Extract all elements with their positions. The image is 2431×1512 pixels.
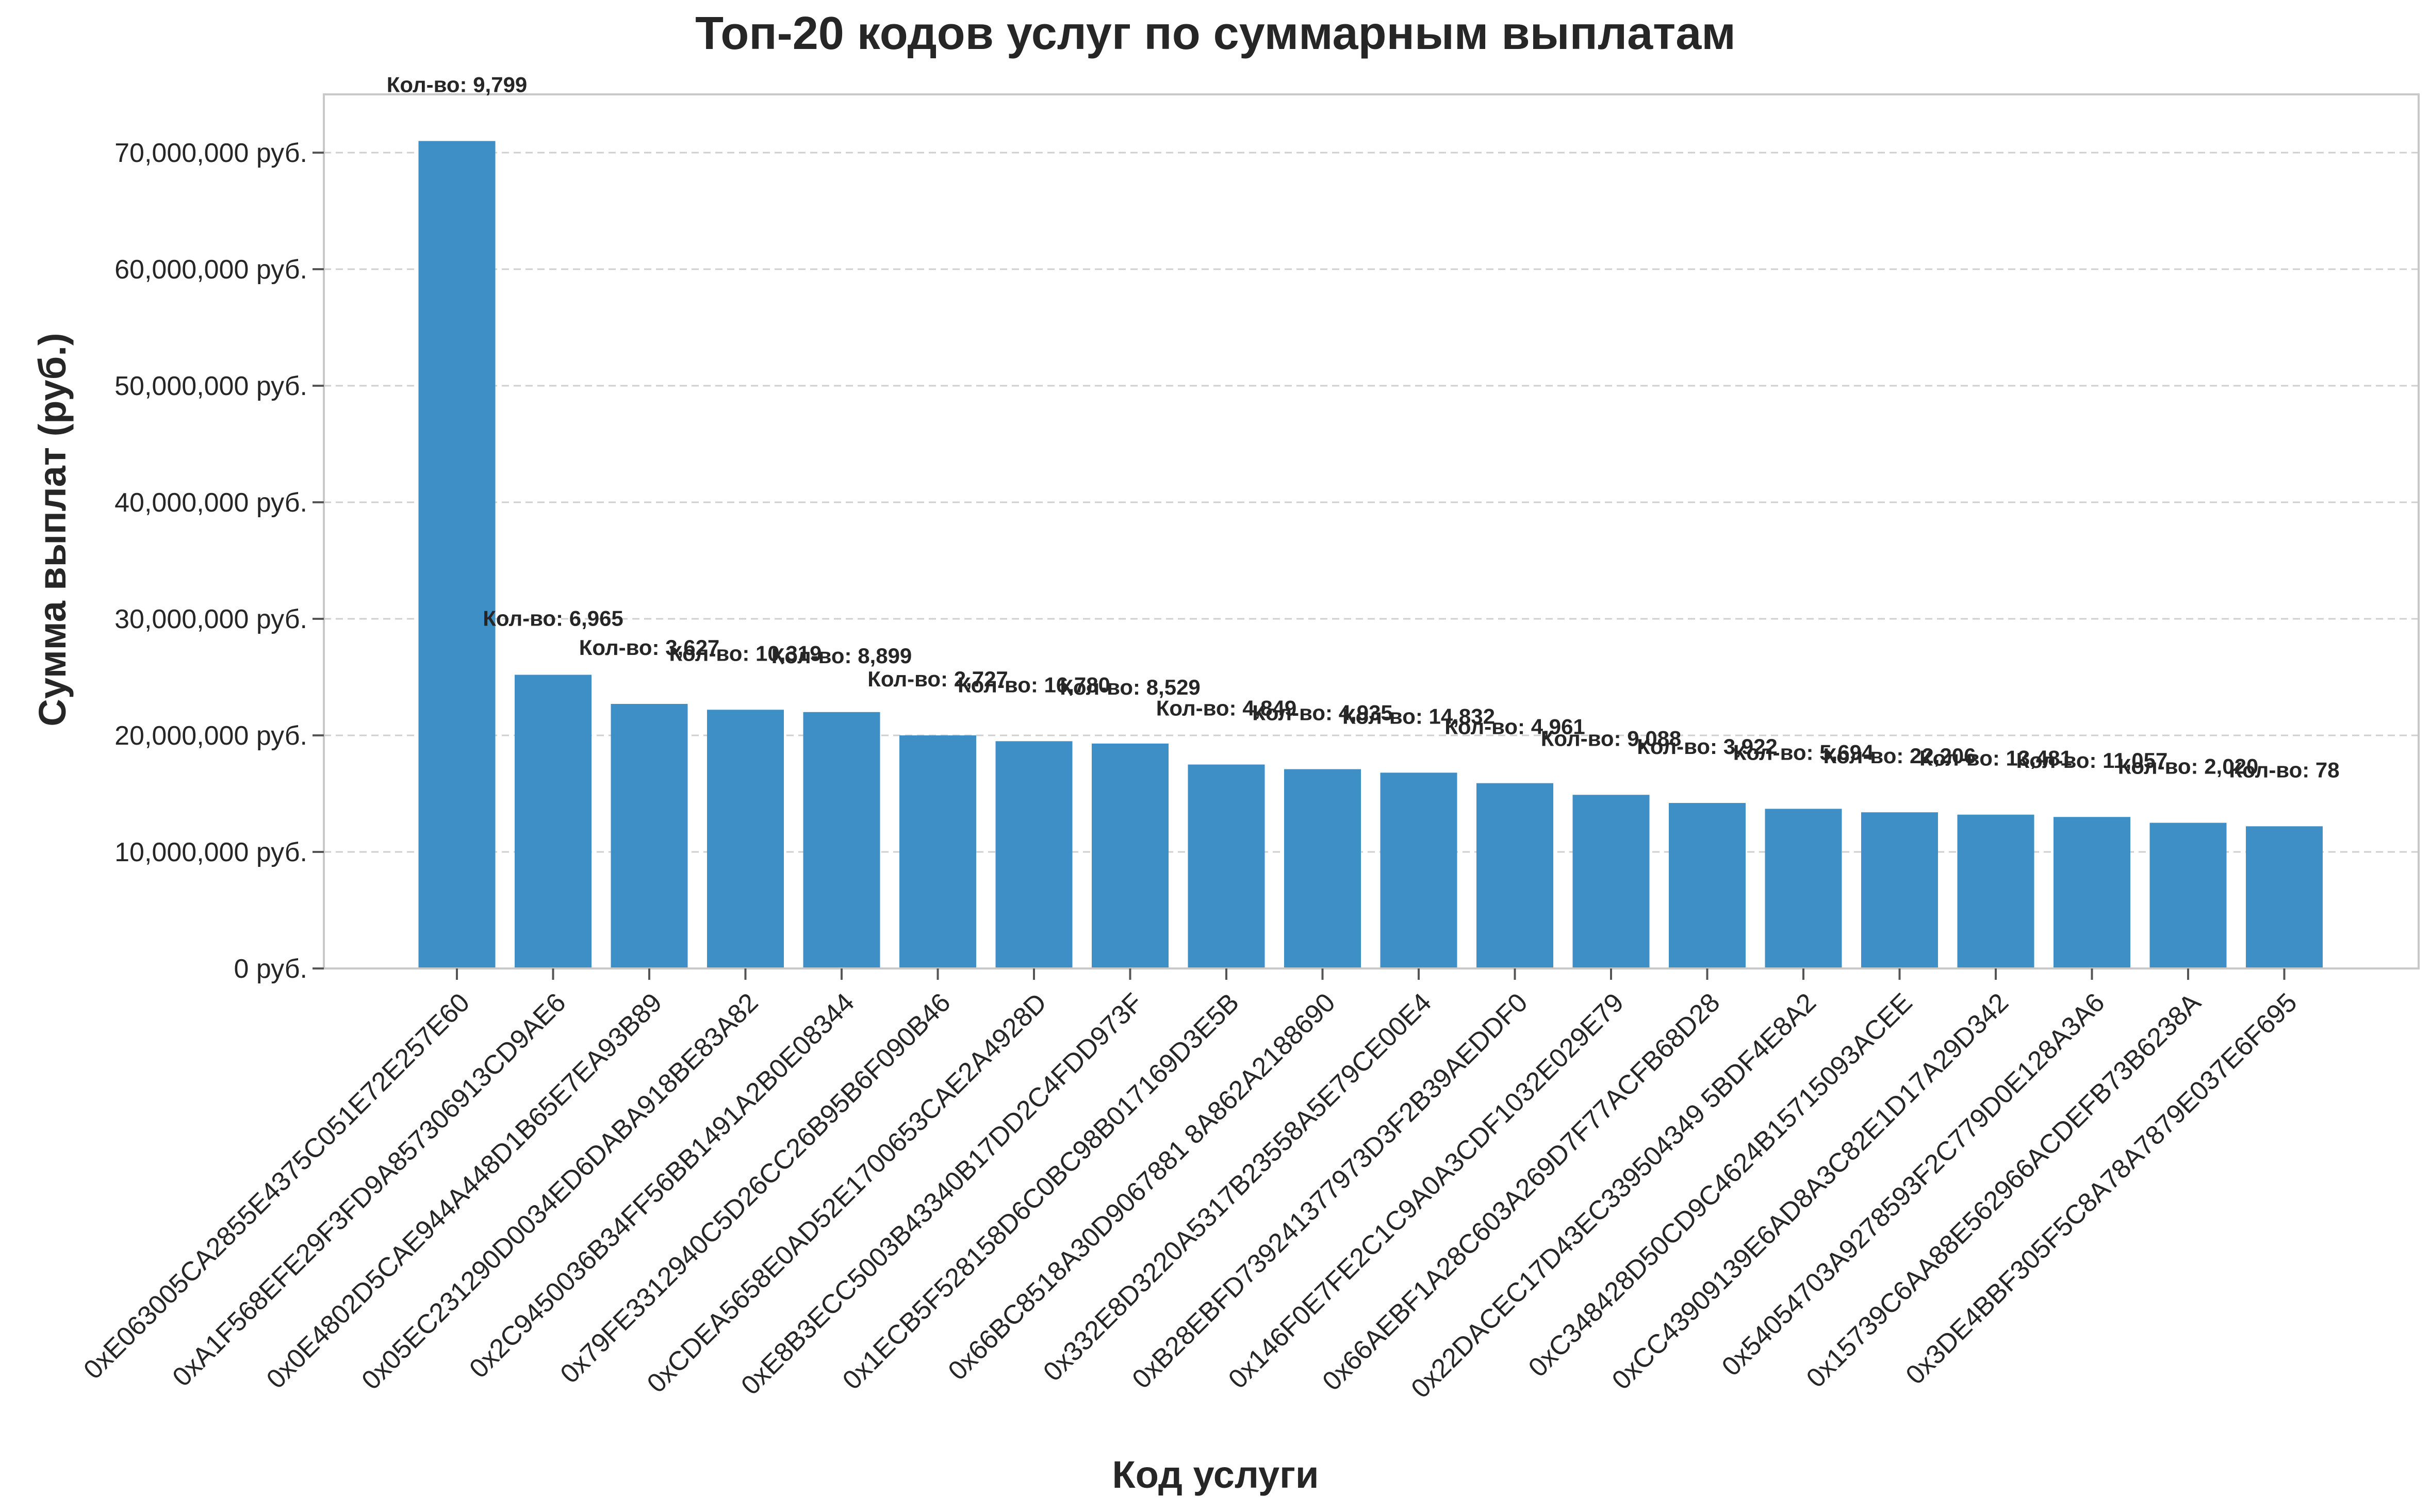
y-tick-label: 20,000,000 руб. [114, 721, 307, 751]
data-label: Кол-во: 5,694 [1733, 740, 1874, 764]
y-tick-label: 70,000,000 руб. [114, 138, 307, 168]
y-tick-label: 10,000,000 руб. [114, 837, 307, 867]
bar [899, 735, 976, 968]
bar [1765, 809, 1842, 968]
bar [418, 141, 496, 968]
bar [2246, 826, 2323, 968]
data-label: Кол-во: 13,481 [1919, 746, 2072, 770]
data-label: Кол-во: 3,627 [579, 635, 720, 660]
bar [611, 703, 688, 968]
data-label: Кол-во: 10,319 [669, 641, 822, 665]
data-label: Кол-во: 4,849 [1156, 696, 1297, 720]
bar [515, 675, 592, 968]
bar [1669, 803, 1746, 968]
data-label: Кол-во: 3,922 [1637, 734, 1778, 759]
data-label: Кол-во: 8,529 [1060, 675, 1201, 699]
data-label: Кол-во: 8,899 [771, 644, 912, 668]
y-tick-label: 60,000,000 руб. [114, 255, 307, 285]
data-label: Кол-во: 11,057 [2016, 748, 2168, 773]
data-label: Кол-во: 22,206 [1824, 744, 1976, 768]
bar [1572, 795, 1650, 968]
chart-title: Топ-20 кодов услуг по суммарным выплатам [695, 8, 1736, 59]
y-tick-label: 50,000,000 руб. [114, 371, 307, 401]
bar [1476, 783, 1553, 968]
data-label: Кол-во: 4,935 [1252, 701, 1393, 725]
y-tick-label: 40,000,000 руб. [114, 488, 307, 518]
bar [2054, 817, 2130, 968]
y-tick-label: 0 руб. [234, 954, 307, 984]
plot-frame [323, 93, 2420, 969]
bar [1188, 764, 1265, 968]
data-label: Кол-во: 6,965 [483, 606, 623, 630]
data-label: Кол-во: 9,088 [1541, 726, 1682, 750]
data-label: Кол-во: 78 [2229, 758, 2339, 782]
data-label: Кол-во: 16,780 [958, 672, 1110, 697]
data-label: Кол-во: 4,961 [1444, 715, 1585, 739]
data-label: Кол-во: 2,727 [867, 667, 1008, 691]
bar [1957, 814, 2034, 968]
x-axis: 0xE063005CA2855E4375C051E72E257E600xA1F5… [78, 968, 2303, 1404]
y-tick-label: 30,000,000 руб. [114, 604, 307, 634]
data-label: Кол-во: 9,799 [387, 72, 528, 96]
bar [707, 710, 784, 968]
bar [1284, 769, 1361, 968]
bar [2149, 823, 2227, 968]
data-label: Кол-во: 14,832 [1342, 704, 1495, 728]
bar [1092, 743, 1169, 968]
bar [1380, 773, 1457, 968]
bar [803, 712, 880, 968]
x-axis-label: Код услуги [1112, 1453, 1319, 1496]
data-label: Кол-во: 2,020 [2118, 754, 2259, 779]
bar [1861, 812, 1938, 968]
y-axis: 0 руб. 10,000,000 руб. 20,000,000 руб. 30,0… [114, 138, 324, 984]
bars [418, 141, 2323, 968]
bar [995, 741, 1073, 968]
y-axis-label: Сумма выплат (руб.) [31, 333, 74, 726]
